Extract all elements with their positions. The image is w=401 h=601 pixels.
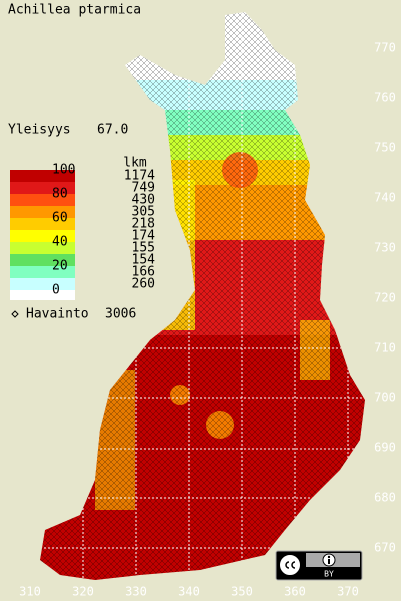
- observation-icon: [11, 310, 19, 318]
- y-axis-label: 740: [374, 191, 396, 205]
- x-axis-label: 360: [284, 585, 306, 599]
- y-axis-label: 720: [374, 291, 396, 305]
- title: Achillea ptarmica: [8, 3, 141, 18]
- legend-level: 100: [52, 163, 75, 178]
- legend-level: 60: [52, 211, 68, 226]
- legend-count: 218: [132, 217, 155, 232]
- x-axis-label: 350: [231, 585, 253, 599]
- y-axis-label: 760: [374, 91, 396, 105]
- legend-swatch: [10, 254, 75, 266]
- y-axis-label: 700: [374, 391, 396, 405]
- y-axis-label: 670: [374, 541, 396, 555]
- legend-count: 154: [132, 253, 156, 268]
- legend-level: 0: [52, 283, 60, 298]
- y-axis-label: 710: [374, 341, 396, 355]
- legend-swatch: [10, 242, 75, 254]
- legend-level: 40: [52, 235, 68, 250]
- y-axis-label: 690: [374, 441, 396, 455]
- frequency-label: Yleisyys: [8, 123, 71, 138]
- frequency-value: 67.0: [97, 123, 128, 138]
- y-axis-label: 750: [374, 141, 396, 155]
- legend-count: 174: [132, 229, 156, 244]
- legend-swatch: [10, 182, 75, 194]
- count-header: lkm: [123, 156, 147, 171]
- legend-count: 305: [132, 205, 155, 220]
- legend-swatch: [10, 290, 75, 300]
- observations-value: 3006: [105, 307, 136, 322]
- legend-count: 260: [132, 277, 155, 292]
- legend-swatch: [10, 206, 75, 218]
- x-axis-label: 310: [19, 585, 41, 599]
- legend-swatch: [10, 278, 75, 290]
- legend-count: 1174: [124, 169, 155, 184]
- legend-swatch: [10, 230, 75, 242]
- legend-count: 166: [132, 265, 155, 280]
- legend-count: 749: [132, 181, 155, 196]
- legend-swatch: [10, 266, 75, 278]
- legend-count: 430: [132, 193, 155, 208]
- x-axis-label: 370: [337, 585, 359, 599]
- x-axis-label: 320: [72, 585, 94, 599]
- y-axis-label: 680: [374, 491, 396, 505]
- y-axis-label: 770: [374, 41, 396, 55]
- x-axis-label: 340: [178, 585, 200, 599]
- legend-level: 20: [52, 259, 68, 274]
- license-text: BY: [324, 570, 334, 579]
- observations-label: Havainto: [26, 307, 89, 322]
- license-badge: BY: [275, 550, 363, 581]
- y-axis-label: 730: [374, 241, 396, 255]
- legend-level: 80: [52, 187, 68, 202]
- x-axis-label: 330: [125, 585, 147, 599]
- legend-swatch: [10, 218, 75, 230]
- legend-count: 155: [132, 241, 155, 256]
- legend-swatch: [10, 170, 75, 182]
- legend-swatch: [10, 194, 75, 206]
